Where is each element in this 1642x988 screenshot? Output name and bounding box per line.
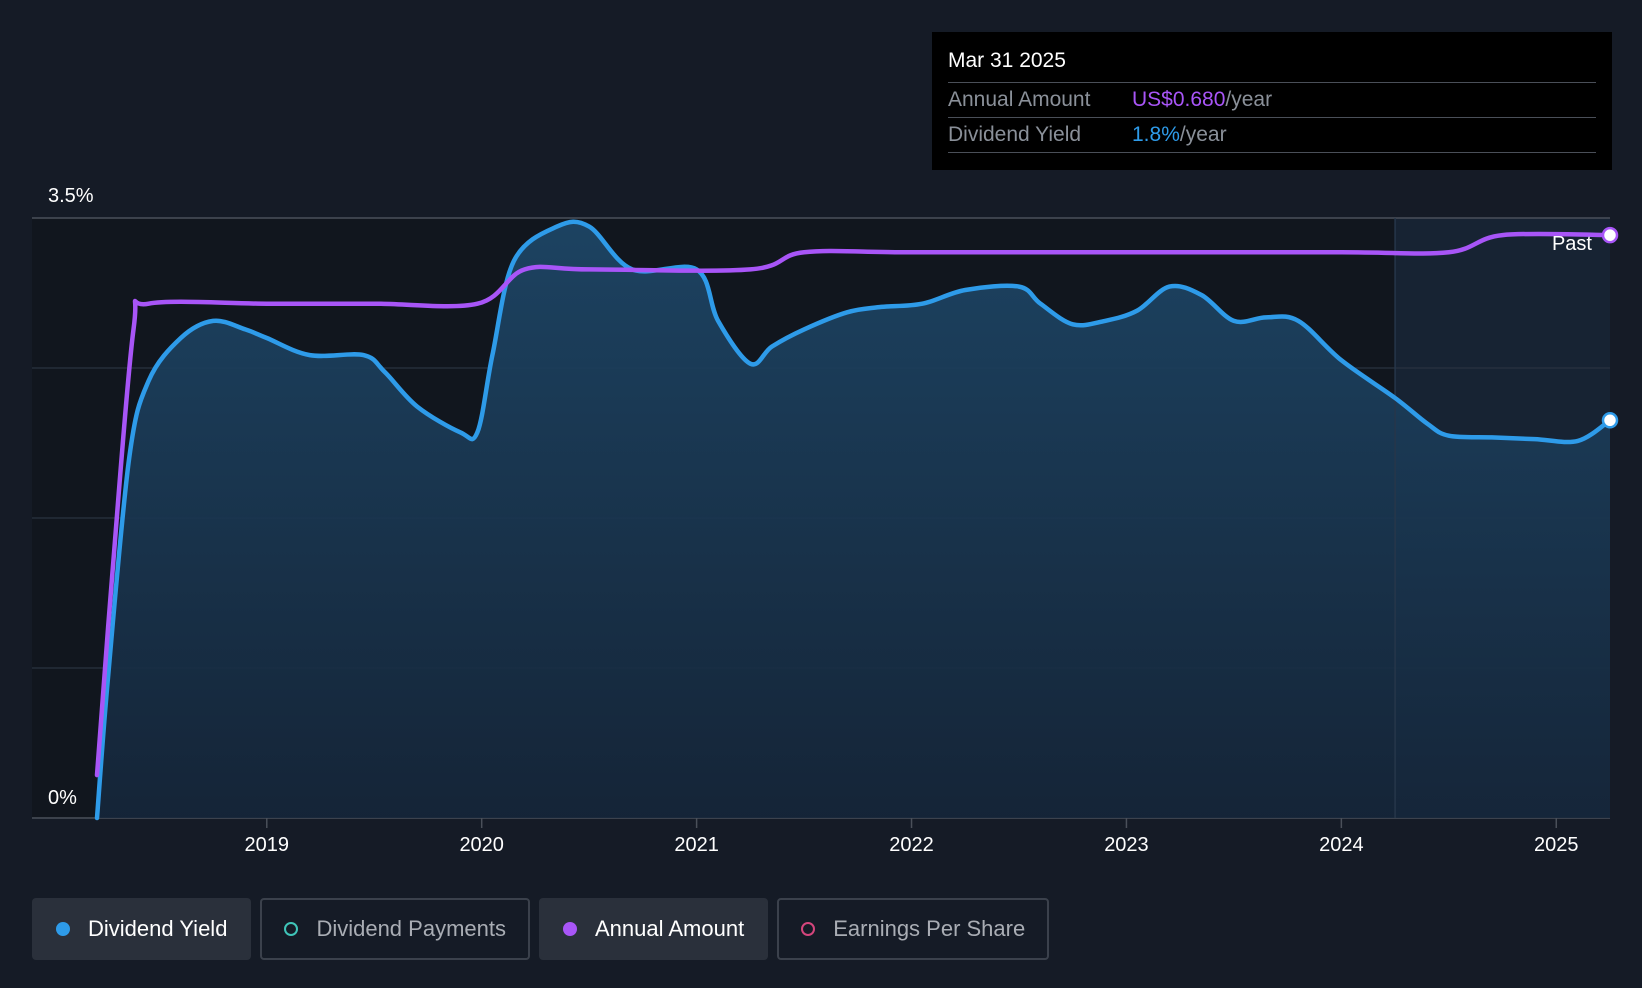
- dividend-yield-end-marker: [1601, 412, 1619, 429]
- tooltip-date: Mar 31 2025: [948, 49, 1066, 72]
- y-tick-label: 3.5%: [48, 185, 94, 207]
- tooltip-unit: /year: [1179, 123, 1227, 146]
- legend-dot-icon: [562, 922, 577, 936]
- tooltip-label: Dividend Yield: [948, 123, 1082, 146]
- x-tick-label: 2022: [889, 834, 934, 856]
- tooltip-row-dividend-yield: Dividend Yield 1.8% /year: [948, 117, 1596, 153]
- legend-label: Earnings Per Share: [833, 916, 1026, 941]
- x-tick-label: 2021: [674, 834, 719, 856]
- x-tick-label: 2019: [245, 834, 290, 856]
- legend-label: Annual Amount: [594, 916, 745, 941]
- legend-dot-icon: [801, 922, 816, 936]
- x-tick-label: 2020: [459, 834, 504, 856]
- y-axis-ticks: 0% 3.5%: [48, 185, 94, 809]
- legend-dividend-yield[interactable]: Dividend Yield: [32, 898, 252, 960]
- tooltip: Mar 31 2025 Annual Amount US$0.680 /year…: [932, 32, 1612, 170]
- annual-amount-line: [94, 231, 1613, 778]
- tooltip-label: Annual Amount: [948, 88, 1091, 111]
- x-tick-label: 2025: [1534, 834, 1579, 856]
- past-label: Past: [1552, 233, 1592, 255]
- x-axis-ticks: 2019 2020 2021 2022 2023 2024 2025: [245, 818, 1579, 856]
- legend-annual-amount[interactable]: Annual Amount: [538, 898, 769, 960]
- dividend-yield-area: [97, 221, 1610, 819]
- y-tick-label: 0%: [48, 787, 77, 809]
- legend-earnings-per-share[interactable]: Earnings Per Share: [777, 898, 1050, 960]
- dividend-yield-line: [94, 219, 1613, 821]
- x-tick-label: 2024: [1319, 834, 1364, 856]
- legend-dot-icon: [284, 922, 299, 936]
- legend-dividend-payments[interactable]: Dividend Payments: [260, 898, 530, 960]
- tooltip-row-annual-amount: Annual Amount US$0.680 /year: [948, 82, 1596, 117]
- annual-amount-end-marker: [1601, 226, 1619, 244]
- tooltip-value: 1.8%: [1132, 123, 1180, 146]
- legend: Dividend Yield Dividend Payments Annual …: [32, 898, 1050, 960]
- legend-label: Dividend Yield: [88, 916, 228, 941]
- x-tick-label: 2023: [1104, 834, 1149, 856]
- tooltip-value: US$0.680: [1132, 88, 1226, 111]
- tooltip-unit: /year: [1225, 88, 1273, 111]
- legend-label: Dividend Payments: [316, 916, 506, 941]
- legend-dot-icon: [56, 922, 70, 936]
